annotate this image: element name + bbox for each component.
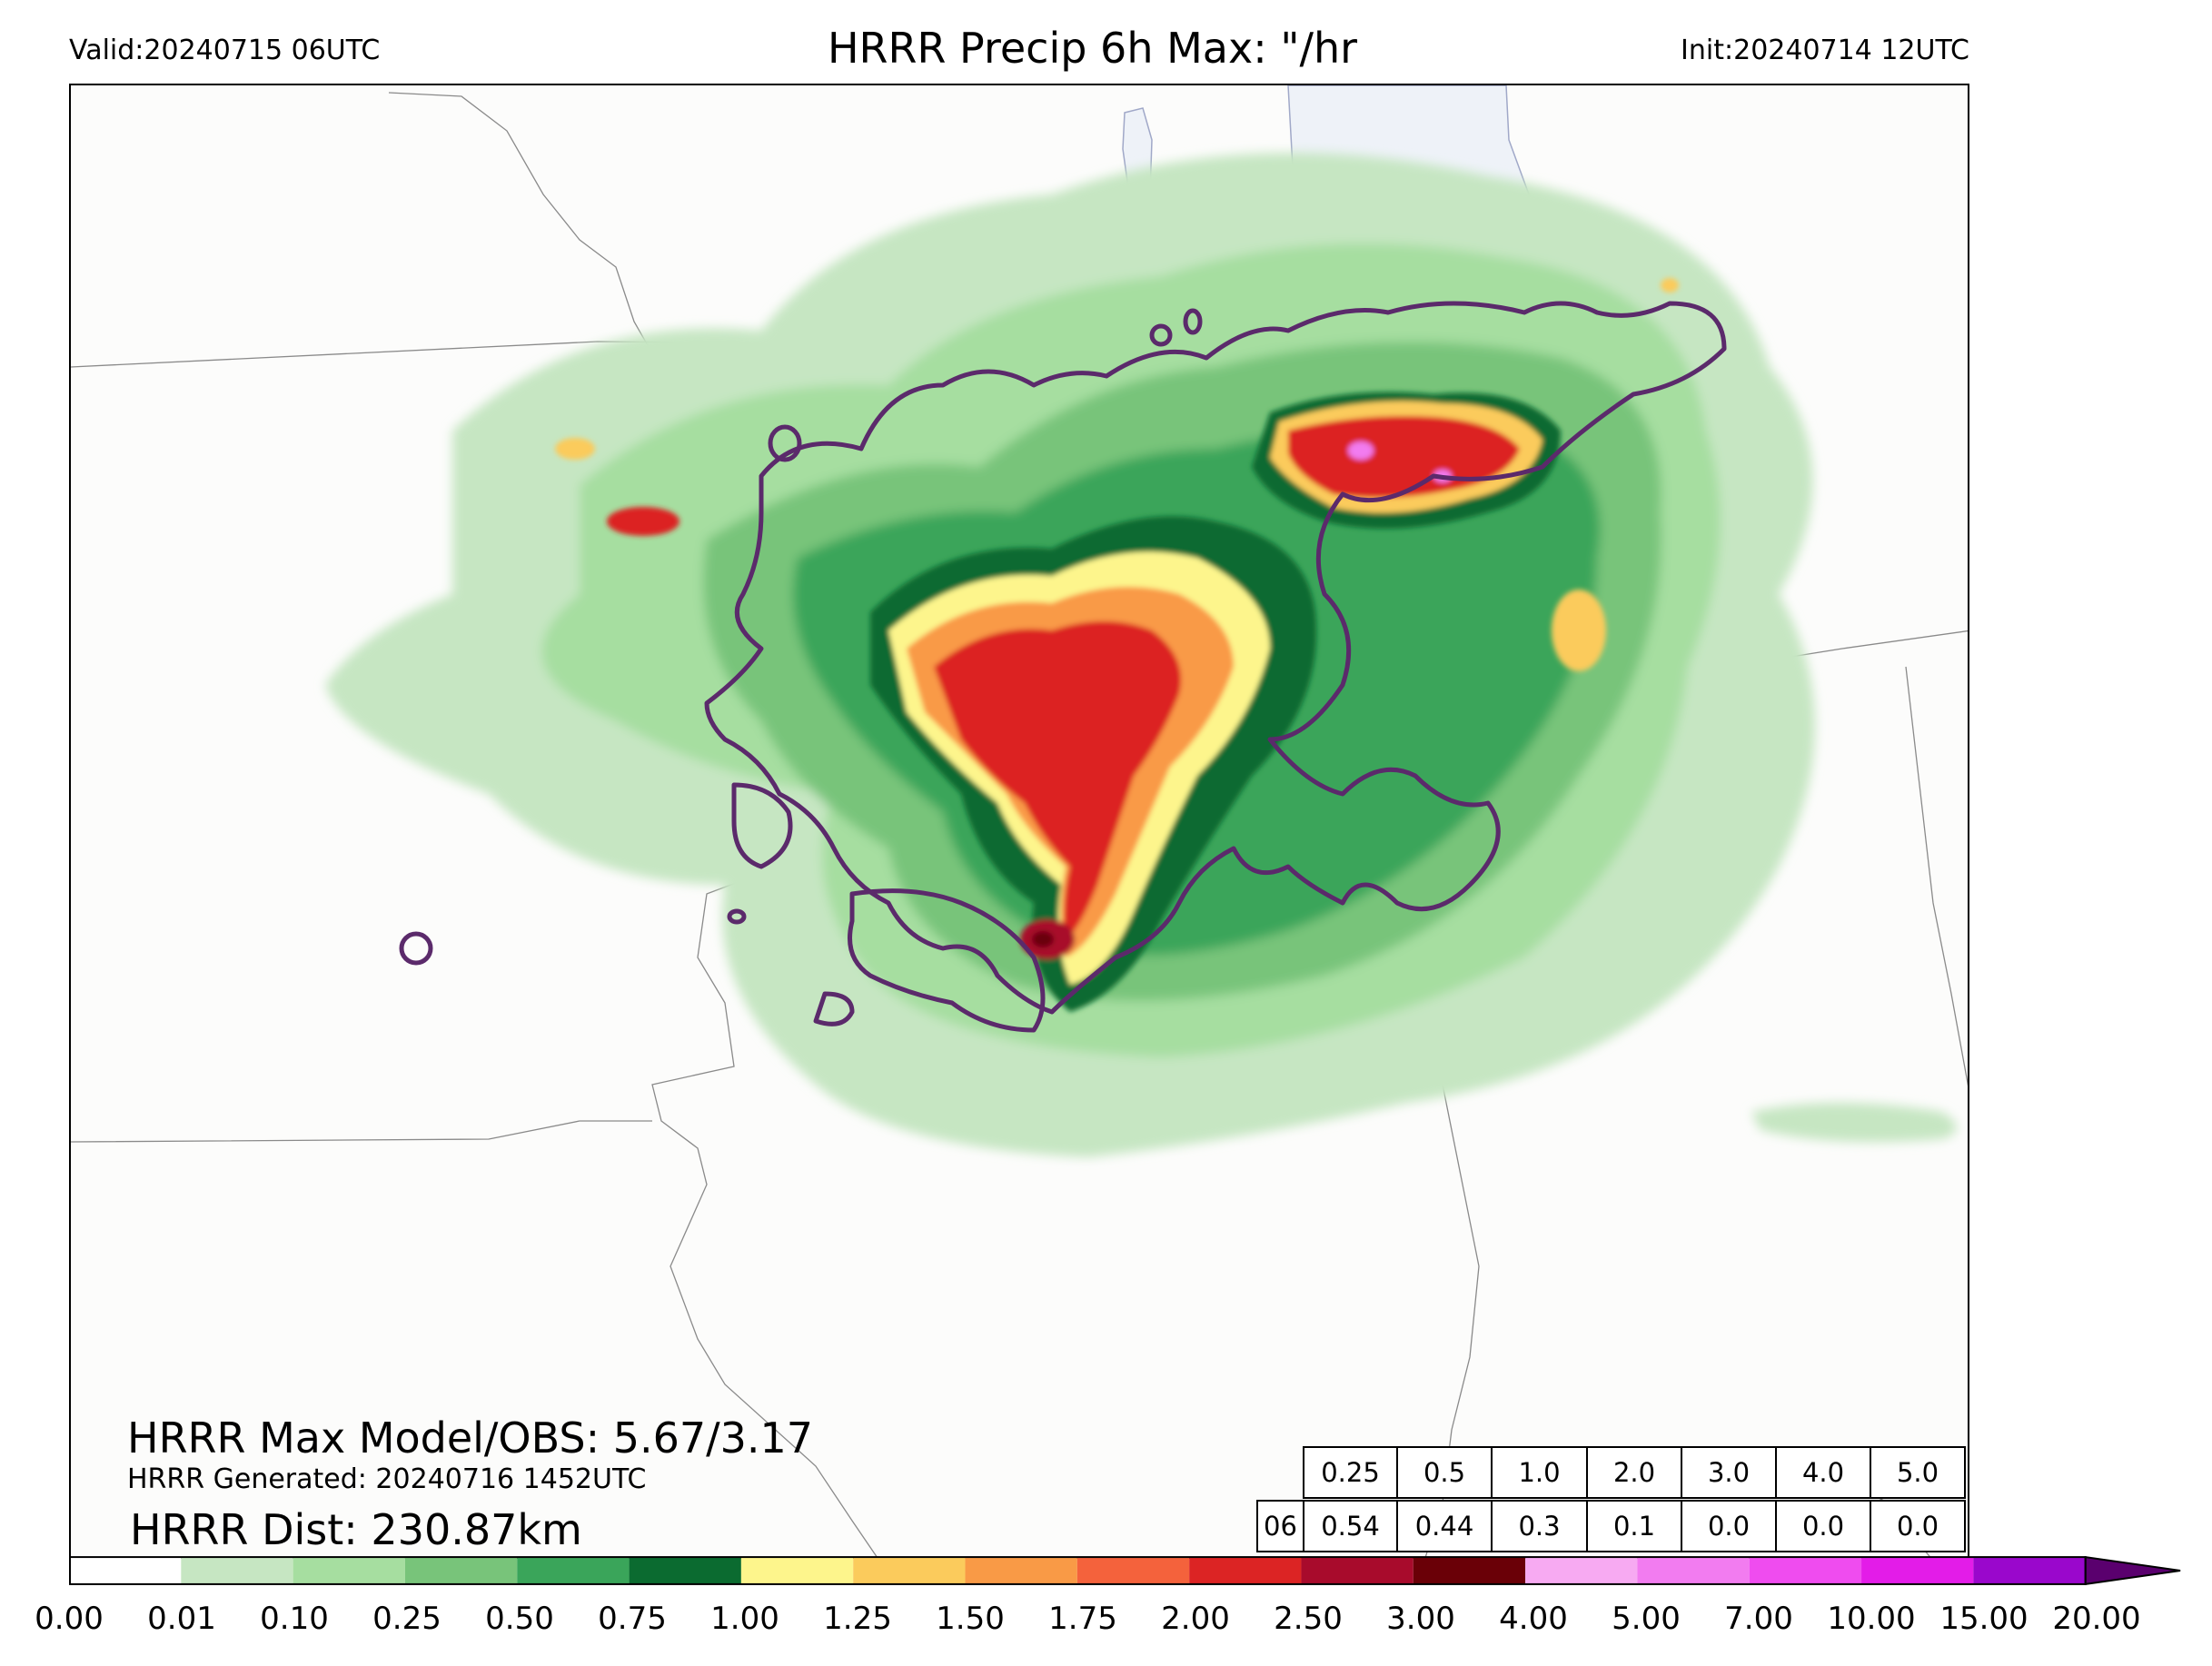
colorbar-tick-label: 15.00 — [1939, 1601, 2028, 1637]
value-cell: 0.3 — [1491, 1500, 1588, 1552]
colorbar-tick-label: 20.00 — [2052, 1601, 2141, 1637]
precip-map — [71, 85, 1968, 1557]
value-cell: 0.1 — [1586, 1500, 1682, 1552]
colorbar-tick-label: 3.00 — [1386, 1601, 1455, 1637]
colorbar-tick-label: 2.50 — [1274, 1601, 1343, 1637]
colorbar-segment — [517, 1557, 630, 1584]
threshold-cell: 2.0 — [1586, 1446, 1682, 1499]
stats-threshold-row: 0.25 0.5 1.0 2.0 3.0 4.0 5.0 — [1303, 1446, 1966, 1499]
colorbar-segment — [1525, 1557, 1638, 1584]
precip-field — [325, 153, 1957, 1158]
map-title: HRRR Precip 6h Max: "/hr — [827, 24, 1358, 73]
colorbar-segment — [69, 1557, 182, 1584]
colorbar-tick-label: 0.25 — [372, 1601, 441, 1637]
value-cell: 0.44 — [1396, 1500, 1493, 1552]
colorbar-segment — [293, 1557, 405, 1584]
threshold-cell: 5.0 — [1870, 1446, 1966, 1499]
threshold-cell: 4.0 — [1775, 1446, 1871, 1499]
colorbar — [69, 1556, 2181, 1585]
colorbar-segment — [629, 1557, 741, 1584]
init-time-label: Init:20240714 12UTC — [1681, 35, 1969, 66]
stats-value-row: 06 0.54 0.44 0.3 0.1 0.0 0.0 0.0 — [1256, 1500, 1966, 1552]
colorbar-segment — [853, 1557, 966, 1584]
colorbar-tick-label: 1.50 — [936, 1601, 1005, 1637]
colorbar-segment — [181, 1557, 293, 1584]
value-cell: 0.0 — [1775, 1500, 1871, 1552]
colorbar-segment — [965, 1557, 1077, 1584]
colorbar-tick-label: 1.25 — [823, 1601, 892, 1637]
colorbar-outline — [69, 1556, 2087, 1585]
colorbar-tick-label: 0.10 — [260, 1601, 329, 1637]
colorbar-tick-label: 7.00 — [1724, 1601, 1793, 1637]
colorbar-tick-label: 1.00 — [710, 1601, 779, 1637]
colorbar-tick-label: 1.75 — [1048, 1601, 1117, 1637]
threshold-cell: 3.0 — [1681, 1446, 1777, 1499]
colorbar-segment — [1973, 1557, 2086, 1584]
distance-label: HRRR Dist: 230.87km — [130, 1505, 582, 1554]
colorbar-segment — [1861, 1557, 1974, 1584]
colorbar-segment — [740, 1557, 854, 1584]
colorbar-segment — [1413, 1557, 1526, 1584]
colorbar-tick-label: 2.00 — [1161, 1601, 1230, 1637]
colorbar-segment — [1749, 1557, 1862, 1584]
colorbar-segment — [1301, 1557, 1413, 1584]
colorbar-tick-label: 0.01 — [147, 1601, 216, 1637]
colorbar-tick-label: 10.00 — [1827, 1601, 1916, 1637]
valid-time-label: Valid:20240715 06UTC — [69, 35, 381, 66]
value-cell: 0.0 — [1681, 1500, 1777, 1552]
colorbar-tick-label: 5.00 — [1612, 1601, 1681, 1637]
row-label-cell: 06 — [1256, 1500, 1304, 1552]
colorbar-tick-label: 0.75 — [598, 1601, 667, 1637]
map-panel — [69, 84, 1969, 1559]
max-model-obs-label: HRRR Max Model/OBS: 5.67/3.17 — [127, 1413, 814, 1463]
generated-time-label: HRRR Generated: 20240716 1452UTC — [127, 1463, 647, 1495]
value-cell: 0.0 — [1870, 1500, 1966, 1552]
obs-contours — [399, 301, 1727, 1033]
colorbar-tick-label: 0.00 — [35, 1601, 104, 1637]
colorbar-segment — [1637, 1557, 1750, 1584]
threshold-cell: 0.25 — [1303, 1446, 1398, 1499]
colorbar-tick-label: 4.00 — [1499, 1601, 1568, 1637]
colorbar-segment — [1189, 1557, 1302, 1584]
colorbar-extend-arrow — [2084, 1556, 2181, 1585]
threshold-cell: 1.0 — [1491, 1446, 1588, 1499]
threshold-cell: 0.5 — [1396, 1446, 1493, 1499]
value-cell: 0.54 — [1303, 1500, 1398, 1552]
colorbar-tick-label: 0.50 — [485, 1601, 554, 1637]
colorbar-segment — [404, 1557, 518, 1584]
colorbar-segment — [1076, 1557, 1190, 1584]
